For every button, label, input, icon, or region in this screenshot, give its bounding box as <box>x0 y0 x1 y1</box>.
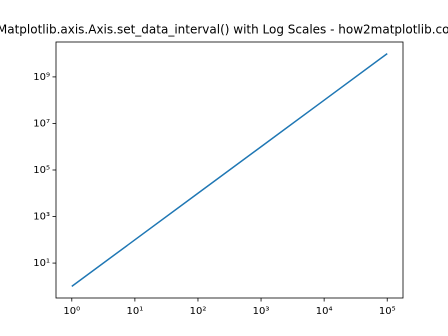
x-tick-label: 10² <box>190 306 207 317</box>
chart-title: Matplotlib.axis.Axis.set_data_interval()… <box>0 23 448 37</box>
x-tick-label: 10⁵ <box>379 306 396 317</box>
x-tick-label: 10⁴ <box>316 306 333 317</box>
x-tick-label: 10¹ <box>127 306 144 317</box>
x-tick-label: 10³ <box>253 306 270 317</box>
y-tick-label: 10⁷ <box>33 118 50 129</box>
y-tick-label: 10⁵ <box>33 165 50 176</box>
y-tick-label: 10⁹ <box>33 72 50 83</box>
y-tick-label: 10³ <box>33 212 50 223</box>
x-tick-label: 10⁰ <box>63 306 80 317</box>
line <box>71 53 388 287</box>
y-tick-label: 10¹ <box>33 258 50 269</box>
